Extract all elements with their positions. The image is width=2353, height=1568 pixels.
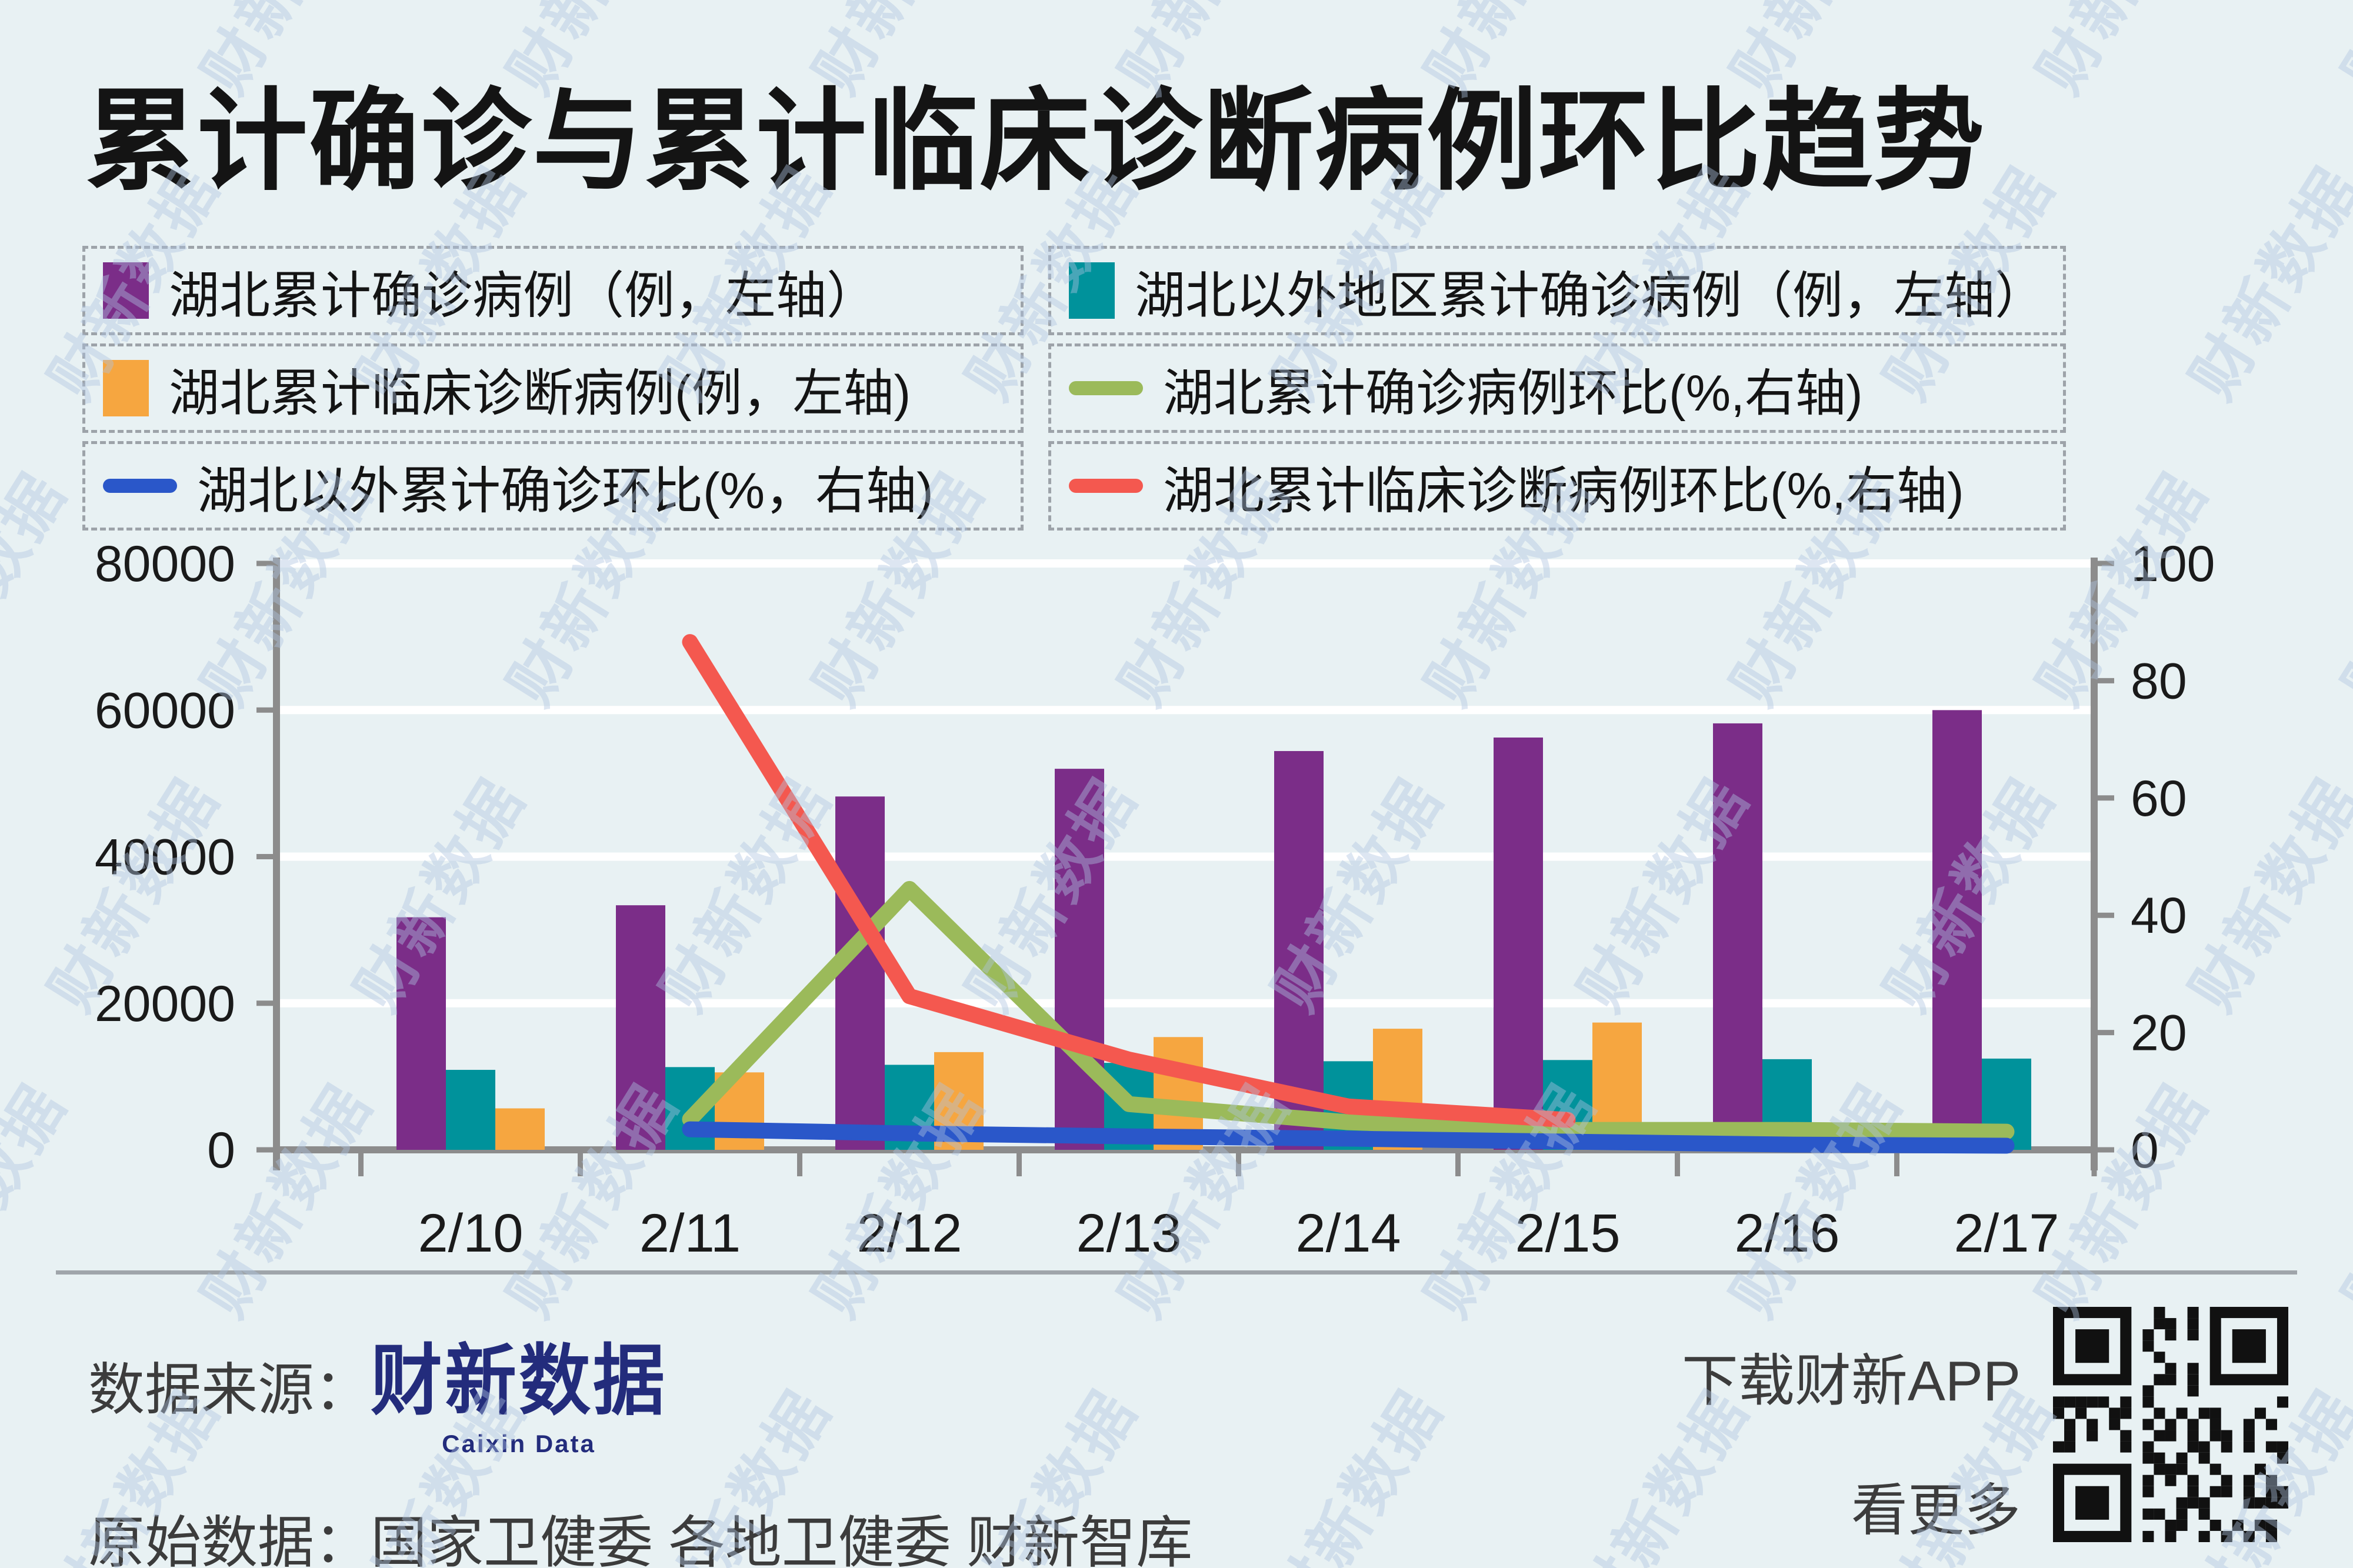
- right-axis-label: 100: [2131, 536, 2215, 592]
- right-axis-label: 60: [2131, 770, 2187, 827]
- bar-purple-2/15: [1494, 737, 1543, 1150]
- legend-item: 湖北累计临床诊断病例(例，左轴): [82, 343, 1024, 433]
- line-red: [682, 634, 1576, 1128]
- legend-item: 湖北以外累计确诊环比(%，右轴): [82, 441, 1024, 531]
- legend-item: 湖北累计确诊病例环比(%,右轴): [1048, 343, 2066, 433]
- bar-orange-2/10: [495, 1108, 545, 1150]
- x-category-label: 2/14: [1295, 1203, 1401, 1263]
- x-category-label: 2/15: [1515, 1203, 1620, 1263]
- legend-label: 湖北累计临床诊断病例环比(%,右轴): [1163, 462, 1964, 519]
- bar-purple-2/16: [1713, 723, 1762, 1150]
- footer-divider: [56, 1270, 2297, 1275]
- bar-purple-2/12: [835, 796, 885, 1150]
- bar-purple-2/14: [1274, 750, 1324, 1150]
- legend-label: 湖北累计确诊病例（例，左轴）: [169, 267, 877, 324]
- caixin-logo-subtext: Caixin Data: [442, 1430, 596, 1457]
- right-axis-label: 20: [2131, 1005, 2187, 1062]
- blue-line-swatch: [103, 479, 177, 493]
- right-axis-label: 0: [2131, 1122, 2159, 1179]
- legend-label: 湖北累计确诊病例环比(%,右轴): [1163, 365, 1863, 422]
- x-category-label: 2/16: [1734, 1203, 1839, 1263]
- legend-item: 湖北累计确诊病例（例，左轴）: [82, 246, 1024, 335]
- bar-teal-2/10: [446, 1070, 495, 1150]
- legend-label: 湖北以外累计确诊环比(%，右轴): [197, 462, 934, 519]
- data-source-label: 数据来源：: [88, 1359, 371, 1422]
- legend-item: 湖北累计临床诊断病例环比(%,右轴): [1048, 441, 2066, 531]
- bar-purple-2/10: [396, 917, 446, 1150]
- legend-label: 湖北以外地区累计确诊病例（例，左轴）: [1135, 267, 2045, 324]
- green-line-swatch: [1069, 381, 1143, 395]
- orange-square-swatch: [103, 360, 149, 416]
- legend-label: 湖北累计临床诊断病例(例，左轴): [169, 365, 911, 422]
- right-axis-label: 40: [2131, 888, 2187, 944]
- right-axis-label: 80: [2131, 653, 2187, 709]
- bar-purple-2/11: [616, 905, 665, 1150]
- red-line-swatch: [1069, 479, 1143, 493]
- left-axis-label: 20000: [95, 976, 235, 1032]
- left-axis-label: 80000: [95, 536, 235, 592]
- caixin-logo-text: 财新数据: [371, 1337, 667, 1424]
- legend-item: 湖北以外地区累计确诊病例（例，左轴）: [1048, 246, 2066, 335]
- qr-code: [2053, 1307, 2288, 1542]
- legend-column-left: 湖北累计确诊病例（例，左轴） 湖北累计临床诊断病例(例，左轴) 湖北以外累计确诊环比…: [82, 246, 1024, 531]
- chart-title: 累计确诊与累计临床诊断病例环比趋势: [85, 79, 1985, 203]
- left-axis-label: 40000: [95, 829, 235, 886]
- x-category-label: 2/17: [1954, 1203, 2059, 1263]
- left-axis-label: 0: [207, 1122, 235, 1179]
- legend-column-right: 湖北以外地区累计确诊病例（例，左轴） 湖北累计确诊病例环比(%,右轴) 湖北累计临床…: [1048, 246, 2066, 531]
- x-category-label: 2/11: [639, 1203, 741, 1263]
- x-category-label: 2/12: [856, 1203, 962, 1263]
- line-blue: [682, 1121, 2015, 1154]
- line-green: [682, 880, 2015, 1140]
- bar-purple-2/17: [1932, 710, 1982, 1150]
- x-category-label: 2/13: [1076, 1203, 1181, 1263]
- left-axis-label: 60000: [95, 682, 235, 739]
- raw-data-label: 原始数据：: [88, 1512, 371, 1568]
- purple-square-swatch: [103, 262, 149, 319]
- see-more-text: 看更多: [1851, 1479, 2021, 1542]
- raw-data-line: 原始数据：国家卫健委 各地卫健委 财新智库: [88, 1497, 1192, 1568]
- bar-purple-2/13: [1055, 769, 1104, 1150]
- raw-data-value: 国家卫健委 各地卫健委 财新智库: [371, 1512, 1193, 1568]
- x-category-label: 2/10: [418, 1203, 523, 1263]
- download-app-text: 下载财新APP: [1681, 1350, 2021, 1413]
- teal-square-swatch: [1069, 262, 1115, 319]
- caixin-data-logo: 财新数据 Caixin Data: [371, 1322, 667, 1458]
